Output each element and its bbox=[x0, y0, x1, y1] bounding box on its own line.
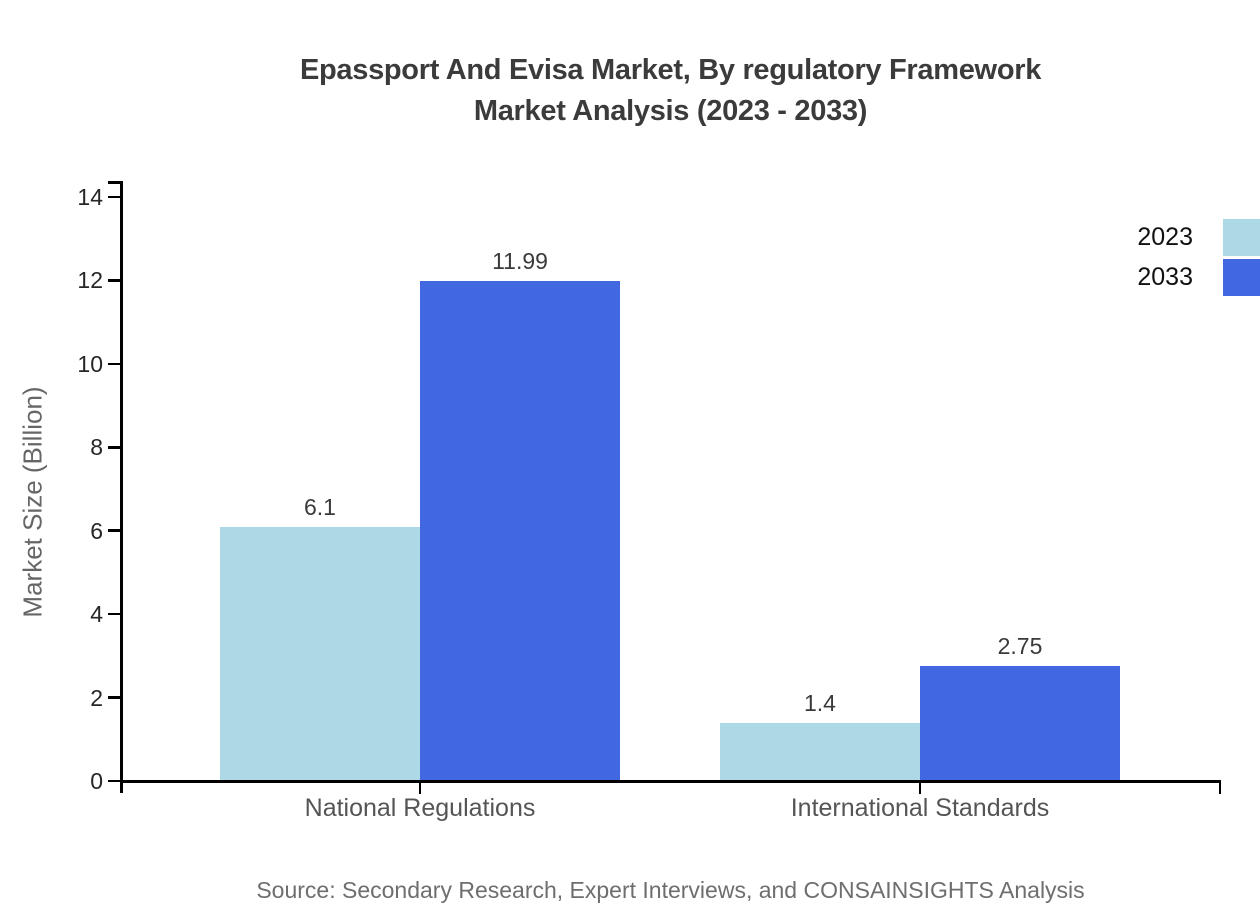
source-note: Source: Secondary Research, Expert Inter… bbox=[256, 877, 1085, 903]
y-axis-title: Market Size (Billion) bbox=[17, 386, 48, 618]
y-tick-label: 6 bbox=[90, 517, 103, 544]
chart-title: Epassport And Evisa Market, By regulator… bbox=[121, 50, 1220, 132]
chart-title-line2: Market Analysis (2023 - 2033) bbox=[473, 95, 868, 127]
chart-title-line1: Epassport And Evisa Market, By regulator… bbox=[299, 54, 1042, 86]
x-axis-line bbox=[120, 780, 1221, 783]
y-tick-mark bbox=[108, 529, 121, 532]
y-tick-label: 14 bbox=[77, 184, 103, 210]
y-tick-label: 0 bbox=[90, 768, 103, 794]
y-tick-mark bbox=[108, 362, 121, 366]
category-label: National Regulations bbox=[304, 794, 536, 822]
y-tick-label: 4 bbox=[90, 601, 103, 628]
bar-2023-0 bbox=[220, 526, 420, 781]
legend-item-2023: 2023 bbox=[1137, 219, 1260, 256]
y-tick-label: 12 bbox=[77, 267, 103, 294]
bar-value-label: 11.99 bbox=[492, 247, 548, 274]
legend-label: 2033 bbox=[1137, 263, 1193, 291]
legend-swatch-icon bbox=[1223, 219, 1260, 256]
legend: 2023 2033 bbox=[1137, 219, 1260, 299]
y-axis-top-cap bbox=[108, 181, 121, 184]
bar-value-label: 1.4 bbox=[804, 689, 836, 716]
y-tick-mark bbox=[108, 195, 121, 199]
y-tick-mark bbox=[108, 446, 121, 449]
y-tick-mark bbox=[108, 612, 121, 616]
x-tick-mark bbox=[918, 780, 922, 794]
bar-2033-0 bbox=[420, 280, 620, 781]
legend-item-2033: 2033 bbox=[1137, 259, 1260, 296]
y-tick-mark bbox=[108, 779, 121, 783]
y-tick-label: 2 bbox=[90, 684, 103, 711]
bar-value-label: 2.75 bbox=[997, 633, 1043, 660]
y-tick-label: 10 bbox=[77, 350, 103, 377]
x-axis-end-cap bbox=[1218, 780, 1221, 794]
bar-2023-1 bbox=[720, 722, 920, 781]
x-tick-mark bbox=[418, 780, 422, 794]
y-axis-line bbox=[120, 181, 123, 793]
bar-value-label: 6.1 bbox=[304, 493, 336, 520]
legend-swatch-icon bbox=[1223, 259, 1260, 296]
y-tick-mark bbox=[108, 279, 121, 282]
category-label: International Standards bbox=[790, 794, 1050, 822]
y-tick-label: 8 bbox=[90, 434, 103, 461]
y-tick-mark bbox=[108, 696, 121, 699]
legend-label: 2023 bbox=[1137, 223, 1193, 251]
bar-2033-1 bbox=[920, 666, 1120, 781]
